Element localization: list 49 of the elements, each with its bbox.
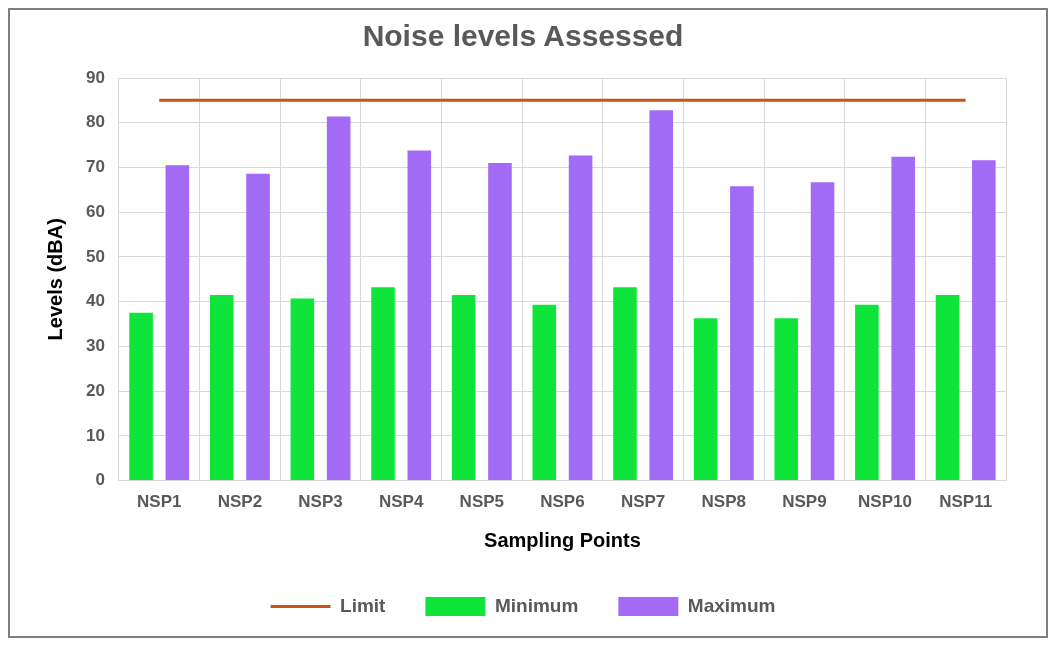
chart-title: Noise levels Assessed (362, 19, 684, 53)
legend-label: Limit (340, 594, 387, 616)
bar (855, 304, 879, 481)
x-tick-label: NSP3 (298, 492, 343, 512)
bar (810, 182, 835, 481)
bar (568, 155, 593, 481)
y-tick-label: 10 (85, 425, 105, 445)
x-tick-label: NSP5 (459, 492, 505, 512)
legend-label: Minimum (494, 594, 579, 616)
x-tick-label: NSP10 (858, 492, 912, 512)
y-tick-label: 30 (85, 336, 105, 356)
x-tick-label: NSP11 (939, 492, 993, 512)
x-tick-label: NSP8 (701, 492, 746, 512)
x-tick-label: NSP2 (217, 492, 263, 512)
bar (451, 294, 476, 481)
y-tick-label: 40 (85, 291, 105, 311)
bar (246, 173, 270, 481)
bar (730, 186, 754, 481)
bar (774, 318, 799, 481)
bar (649, 110, 674, 481)
bar (407, 150, 432, 481)
bar (613, 287, 637, 481)
bar (532, 304, 557, 481)
x-tick-label: NSP1 (137, 492, 182, 512)
bar (935, 294, 960, 481)
bar (972, 160, 996, 481)
y-tick-label: 80 (85, 112, 105, 132)
bar (488, 162, 512, 481)
y-tick-label: 0 (95, 470, 105, 490)
y-tick-label: 20 (85, 380, 105, 400)
y-axis-title: Levels (dBA) (43, 218, 66, 341)
x-tick-label: NSP6 (540, 492, 585, 512)
bar (290, 298, 315, 481)
bar (891, 156, 915, 481)
x-tick-label: NSP7 (620, 492, 666, 512)
x-tick-label: NSP4 (378, 492, 424, 512)
y-tick-label: 60 (85, 201, 105, 221)
bar (326, 116, 351, 481)
y-tick-label: 90 (85, 67, 105, 87)
bar (693, 318, 718, 481)
bar (129, 312, 153, 481)
bar (371, 287, 395, 481)
y-tick-label: 50 (85, 246, 105, 266)
x-axis-title: Sampling Points (484, 528, 641, 551)
legend-label: Maximum (687, 594, 776, 616)
bar (165, 165, 190, 481)
bar (209, 294, 234, 481)
y-tick-label: 70 (85, 157, 105, 177)
x-tick-label: NSP9 (782, 492, 827, 512)
